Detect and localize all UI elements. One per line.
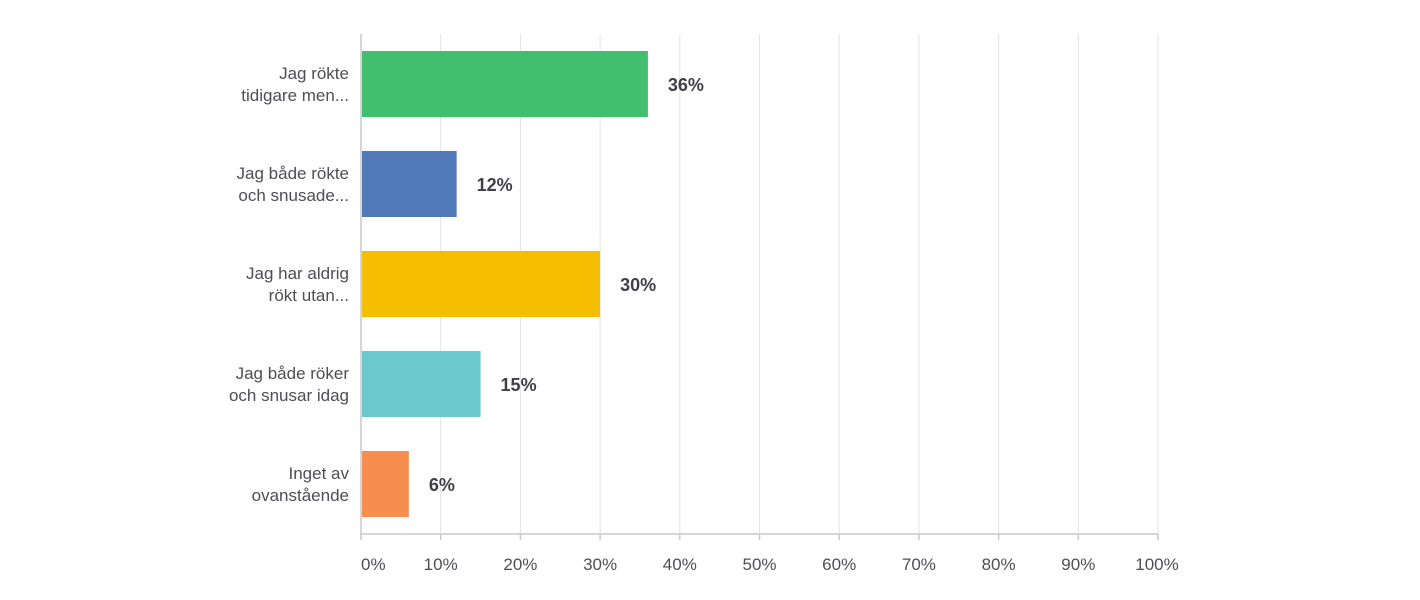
x-tick-label: 90% xyxy=(1061,555,1095,574)
x-tick-label: 80% xyxy=(982,555,1016,574)
category-label-line: Jag både röker xyxy=(236,364,350,383)
category-label: Jag både rökte och snusade... xyxy=(237,164,349,205)
x-tick-label: 50% xyxy=(742,555,776,574)
gridlines xyxy=(440,34,1159,534)
bar-value-label: 12% xyxy=(477,175,513,195)
bars xyxy=(362,51,648,517)
x-tick-label: 10% xyxy=(424,555,458,574)
x-tick-label: 40% xyxy=(663,555,697,574)
category-label-line: Jag har aldrig xyxy=(246,264,349,283)
labels: 0% 10% 20% 30% 40% 50% 60% 70% 80% 90% 100% 36% Jag … xyxy=(229,64,1179,574)
category-label-line: Jag både rökte xyxy=(237,164,349,183)
x-tick-label: 100% xyxy=(1135,555,1178,574)
bar xyxy=(362,151,457,217)
category-label: Jag både röker och snusar idag xyxy=(229,364,349,405)
x-tick-label: 70% xyxy=(902,555,936,574)
category-label-line: och snusar idag xyxy=(229,386,349,405)
bar-value-label: 36% xyxy=(668,75,704,95)
x-tick-label: 60% xyxy=(822,555,856,574)
category-label-line: tidigare men... xyxy=(241,86,349,105)
x-tick-label: 20% xyxy=(503,555,537,574)
bar-value-label: 30% xyxy=(620,275,656,295)
x-tick-label: 0% xyxy=(361,555,386,574)
category-label-line: ovanstående xyxy=(252,486,349,505)
bar-value-label: 15% xyxy=(501,375,537,395)
bar xyxy=(362,351,481,417)
bar xyxy=(362,51,648,117)
category-label: Jag har aldrig rökt utan... xyxy=(246,264,349,305)
bar xyxy=(362,451,409,517)
category-label-line: Jag rökte xyxy=(279,64,349,83)
category-label-line: rökt utan... xyxy=(269,286,349,305)
category-label-line: och snusade... xyxy=(238,186,349,205)
bar-value-label: 6% xyxy=(429,475,455,495)
bar xyxy=(362,251,601,317)
axes xyxy=(360,34,1159,540)
x-tick-label: 30% xyxy=(583,555,617,574)
category-label: Inget av ovanstående xyxy=(252,464,350,505)
category-label-line: Inget av xyxy=(289,464,350,483)
category-label: Jag rökte tidigare men... xyxy=(241,64,349,105)
